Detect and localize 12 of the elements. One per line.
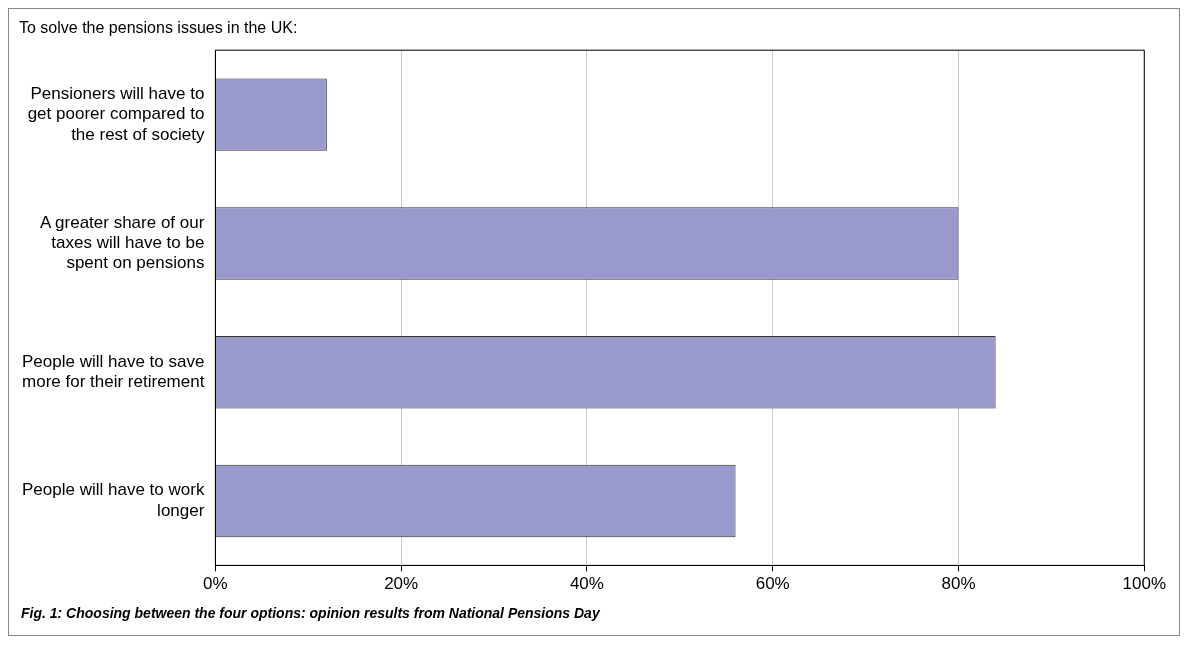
- x-tick-label: 40%: [569, 574, 604, 594]
- chart-title: To solve the pensions issues in the UK:: [19, 19, 298, 37]
- y-tick-label: People will have to work longer: [22, 480, 205, 520]
- x-tick-label: 100%: [1122, 574, 1166, 594]
- y-tick-label: Pensioners will have to get poorer compared to the rest of society: [27, 83, 205, 144]
- caption: Fig. 1: Choosing between the four options: opinion results from National Pensions Day: [20, 604, 601, 623]
- x-tick-label: 0%: [203, 574, 228, 594]
- y-tick-label: People will have to save more for their retirement: [21, 351, 205, 392]
- x-tick-label: 60%: [755, 574, 790, 594]
- x-tick-label: 80%: [941, 574, 976, 594]
- x-tick-label: 20%: [384, 574, 419, 594]
- y-tick-label: A greater share of our taxes will have to be spent on pensions: [39, 212, 205, 273]
